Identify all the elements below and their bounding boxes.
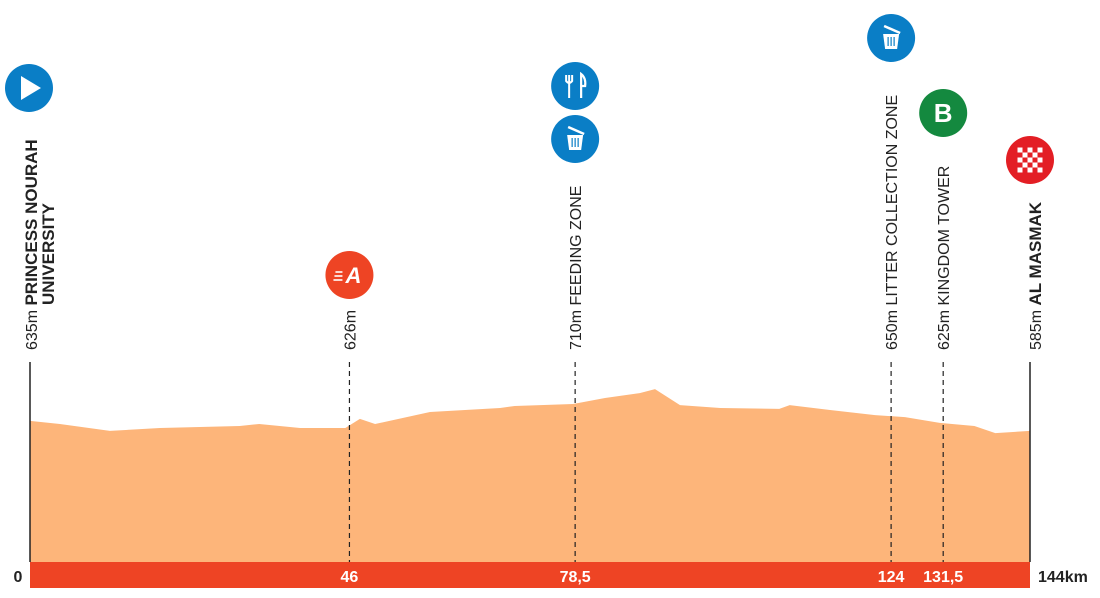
marker-km-131-5: 625m KINGDOM TOWER B <box>919 89 968 562</box>
checker-square <box>1027 147 1033 153</box>
bin-lines <box>571 138 579 147</box>
altitude-label: 585m <box>1028 306 1045 350</box>
altitude-label: 650m <box>884 306 901 350</box>
sprint-a-icon-circle <box>325 251 374 299</box>
distance-bar <box>30 562 1030 588</box>
checker-square <box>1032 162 1038 168</box>
km-tick-label: 131,5 <box>923 569 963 586</box>
marker-label: 710m FEEDING ZONE <box>568 186 585 350</box>
km-tick-label: 0 <box>14 569 23 586</box>
checker-square <box>1022 152 1028 158</box>
litter-icon <box>551 115 600 163</box>
sprint-b-icon: B <box>919 89 968 137</box>
checker-square <box>1037 167 1043 173</box>
finish-icon <box>1006 136 1054 184</box>
bin-lid <box>883 24 901 35</box>
marker-km-46: 626m A <box>325 251 374 562</box>
altitude-label: 635m <box>24 306 41 350</box>
altitude-label: 710m <box>568 306 585 350</box>
sprint-b-icon-circle <box>919 89 968 137</box>
litter-icon <box>867 14 916 62</box>
bin-lines <box>887 37 895 46</box>
marker-km-144: 585m AL MASMAK <box>1006 136 1054 350</box>
letter-a-glyph: A <box>344 263 361 288</box>
play-glyph <box>21 76 41 100</box>
fork-glyph <box>565 75 574 98</box>
location-name-2: UNIVERSITY <box>39 202 58 305</box>
location-name-line2: UNIVERSITY <box>39 202 58 305</box>
start-icon <box>5 64 53 112</box>
marker-label: 585m AL MASMAK <box>1026 201 1045 350</box>
sprint-a-icon: A <box>325 251 374 299</box>
checker-square <box>1017 167 1023 173</box>
checker-square <box>1017 157 1023 163</box>
marker-km-78-5: 710m FEEDING ZONE <box>551 62 600 562</box>
marker-label: 626m <box>342 310 359 350</box>
checker-square <box>1037 147 1043 153</box>
feeding-icon <box>551 62 600 110</box>
location-name: KINGDOM TOWER <box>936 166 953 306</box>
km-tick-label: 78,5 <box>560 569 591 586</box>
checker-square <box>1037 157 1043 163</box>
location-name: AL MASMAK <box>1026 201 1045 305</box>
checker-square <box>1032 152 1038 158</box>
location-name: LITTER COLLECTION ZONE <box>884 95 901 306</box>
altitude-label: 626m <box>342 310 359 350</box>
checker-square <box>1022 162 1028 168</box>
checker-square <box>1027 167 1033 173</box>
altitude-label: 625m <box>936 306 953 350</box>
location-name: PRINCESS NOURAH <box>22 139 41 305</box>
km-tick-label: 124 <box>878 569 905 586</box>
marker-km-124: 650m LITTER COLLECTION ZONE <box>867 14 916 562</box>
checker-square <box>1017 147 1023 153</box>
bin-lid <box>567 125 585 136</box>
knife-glyph <box>580 71 587 98</box>
km-tick-label: 46 <box>341 569 359 586</box>
letter-b-glyph: B <box>934 98 953 128</box>
marker-label: 625m KINGDOM TOWER <box>936 166 953 350</box>
km-tick-label: 144km <box>1038 569 1088 586</box>
location-name: FEEDING ZONE <box>568 186 585 306</box>
marker-label: 650m LITTER COLLECTION ZONE <box>884 95 901 350</box>
checker-square <box>1027 157 1033 163</box>
marker-label: 635m PRINCESS NOURAH <box>22 139 41 350</box>
elevation-profile-area <box>30 389 1030 562</box>
feeding-icon-circle <box>551 62 600 110</box>
